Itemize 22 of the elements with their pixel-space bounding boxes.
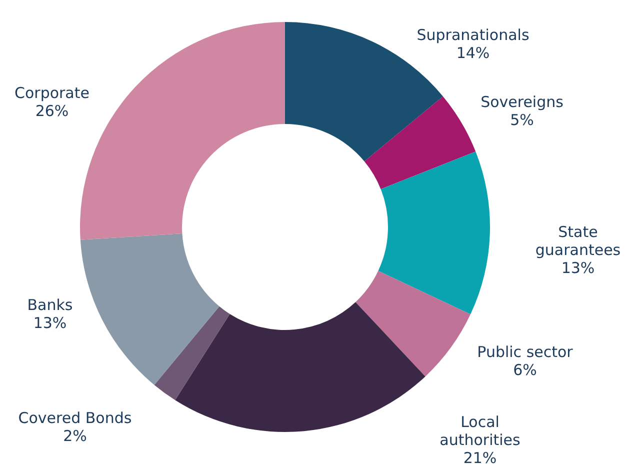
data-label: 5% — [510, 111, 534, 129]
slice-label: Banks — [27, 296, 73, 314]
slice-label: Supranationals — [416, 26, 530, 44]
data-label: 14% — [456, 44, 490, 62]
donut-slice — [80, 233, 220, 385]
slice-label: State guarantees — [535, 223, 621, 259]
data-label: 13% — [33, 314, 67, 332]
slice-label: Sovereigns — [480, 93, 564, 111]
slice-label: Public sector — [477, 343, 574, 361]
slice-label: Local authorities — [440, 413, 521, 449]
data-label: 13% — [561, 259, 595, 277]
data-label: 2% — [63, 427, 87, 445]
data-label: 21% — [463, 449, 497, 464]
data-label: 6% — [513, 361, 537, 379]
slice-label: Covered Bonds — [18, 409, 132, 427]
donut-slice — [378, 152, 490, 314]
slice-label: Corporate — [14, 84, 90, 102]
donut-slice — [364, 96, 476, 190]
donut-slice — [154, 306, 230, 400]
donut-slice — [175, 302, 426, 432]
data-label: 26% — [35, 102, 69, 120]
donut-slice — [356, 270, 470, 376]
